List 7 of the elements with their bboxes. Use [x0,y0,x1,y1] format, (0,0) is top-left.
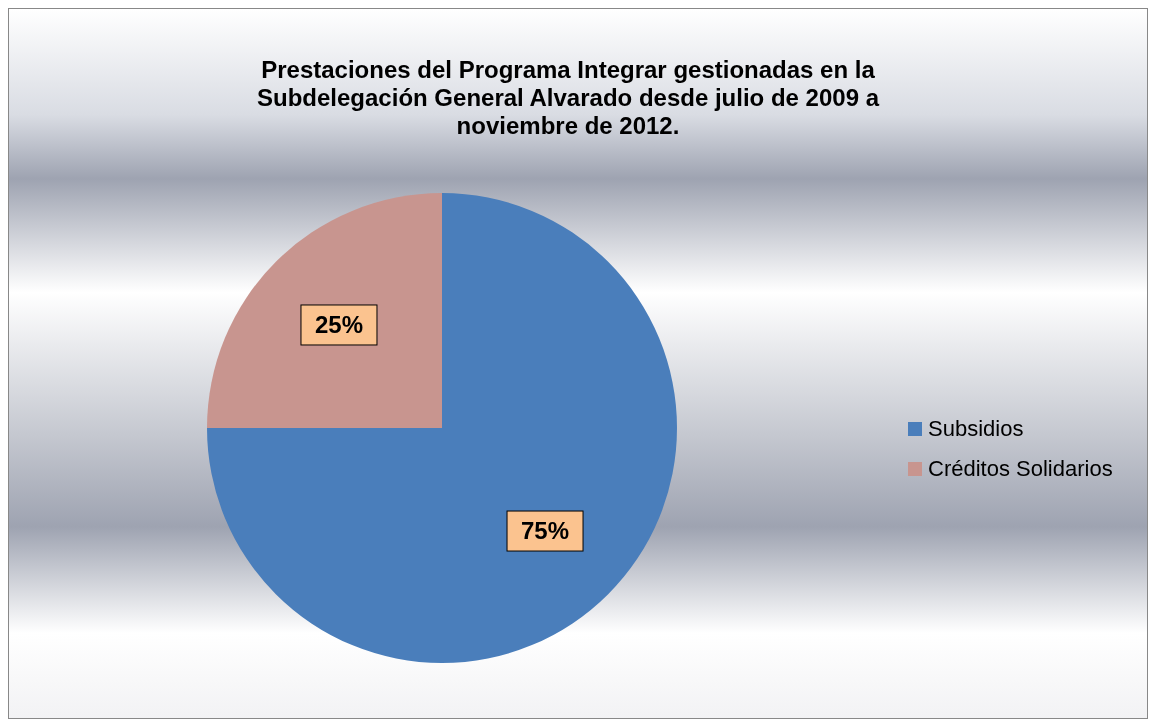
pie-slice [207,193,442,428]
data-label: 25% [314,310,363,338]
chart-title: Prestaciones del Programa Integrar gestionadas en la Subdelegación General Alvarado desde julio de 2009 a noviembre de 2012. [257,56,880,139]
data-label: 75% [521,517,570,545]
legend-label: Subsidios [928,416,1024,441]
pie-slice [207,193,677,663]
legend-label: Créditos Solidarios [928,456,1113,481]
